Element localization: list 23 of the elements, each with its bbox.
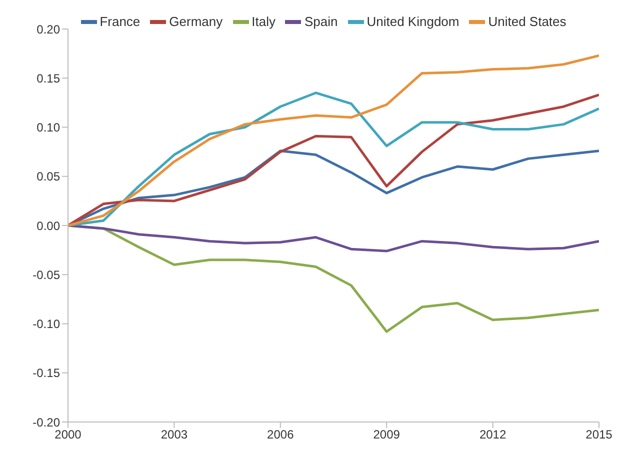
x-tick-label: 2006 bbox=[267, 428, 294, 442]
line-series bbox=[68, 54, 599, 227]
legend-label: Germany bbox=[169, 14, 223, 29]
legend-label: Italy bbox=[252, 14, 276, 29]
y-tick-label: -0.20 bbox=[32, 415, 60, 430]
y-tick-label: 0.10 bbox=[36, 120, 60, 135]
y-tick-label: -0.15 bbox=[32, 366, 60, 380]
legend-label: Spain bbox=[304, 14, 338, 29]
line-series bbox=[68, 224, 599, 252]
y-tick-label: 0.15 bbox=[36, 71, 60, 86]
x-tick-label: 2012 bbox=[479, 428, 506, 442]
y-tick-label: 0.05 bbox=[36, 170, 60, 184]
y-tick-label: -0.10 bbox=[32, 317, 60, 332]
legend-label: United Kingdom bbox=[366, 14, 460, 29]
x-tick-label: 2003 bbox=[160, 428, 188, 442]
y-tick-label: 0.20 bbox=[36, 22, 60, 36]
y-tick-label: -0.05 bbox=[32, 268, 60, 282]
x-tick-label: 2000 bbox=[54, 428, 82, 442]
x-tick-label: 2009 bbox=[373, 428, 400, 442]
legend-label: France bbox=[100, 14, 140, 29]
x-tick-label: 2015 bbox=[586, 428, 613, 442]
legend-label: United States bbox=[488, 14, 566, 29]
y-tick-label: 0.00 bbox=[36, 218, 60, 233]
